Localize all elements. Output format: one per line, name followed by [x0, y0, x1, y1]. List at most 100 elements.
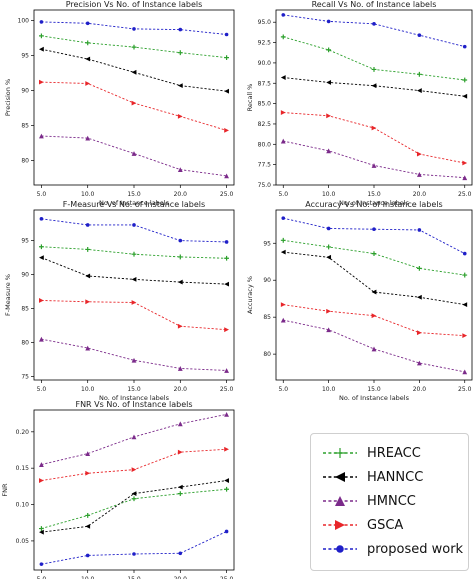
- data-point-gsca: [280, 110, 286, 115]
- series-line-gsca: [41, 81, 227, 131]
- data-point-gsca: [326, 308, 332, 314]
- legend-symbol-hreacc: [335, 448, 345, 458]
- x-tick-label: 10.0: [81, 386, 95, 393]
- data-point-hreacc: [131, 251, 137, 257]
- data-point-hreacc: [280, 237, 286, 243]
- data-point-hanncc: [371, 289, 377, 295]
- chart-title: FNR Vs No. of Instance labels: [75, 400, 192, 409]
- data-point-proposed-work: [39, 217, 44, 221]
- y-tick-label: 77.5: [258, 162, 272, 169]
- x-tick-label: 10.0: [322, 191, 336, 198]
- data-point-proposed-work: [326, 226, 331, 231]
- legend-marker-hreacc: [323, 448, 357, 458]
- series-line-hanncc: [41, 48, 227, 92]
- series-line-proposed-work: [41, 218, 227, 243]
- data-point-proposed-work: [281, 13, 286, 17]
- data-point-hanncc: [39, 529, 44, 535]
- legend-marker-hanncc: [323, 472, 357, 482]
- data-point-hmncc: [131, 434, 137, 440]
- data-point-hreacc: [39, 33, 44, 39]
- y-tick-label: 0.15: [16, 465, 30, 472]
- y-tick-label: 95.0: [258, 19, 272, 26]
- chart-title: Accuracy Vs No. of Instance labels: [305, 200, 442, 209]
- legend-entry-gsca: GSCA: [311, 514, 468, 536]
- data-point-hanncc: [177, 83, 183, 88]
- data-point-hmncc: [85, 451, 91, 457]
- x-tick-label: 15.0: [127, 576, 141, 579]
- x-axis-label: No. of Instance labels: [99, 394, 170, 402]
- data-point-hanncc: [131, 69, 137, 75]
- plot-frame: [33, 9, 235, 186]
- data-point-gsca: [326, 113, 332, 119]
- data-point-gsca: [280, 302, 286, 308]
- data-point-gsca: [462, 160, 468, 166]
- data-point-hreacc: [177, 491, 183, 497]
- data-point-gsca: [39, 478, 44, 483]
- y-tick-label: 80.0: [258, 141, 272, 148]
- series-line-proposed-work: [283, 217, 465, 255]
- chart-panel-fnr: FNR Vs No. of Instance labels 5.0 10.0 15.0…: [1, 400, 235, 579]
- data-point-hreacc: [177, 50, 183, 56]
- y-tick-label: 0.10: [16, 502, 30, 509]
- data-point-hreacc: [39, 244, 44, 250]
- data-point-hmncc: [224, 173, 229, 179]
- y-tick-label: 75: [21, 374, 29, 381]
- x-tick-label: 25.0: [458, 191, 472, 198]
- data-point-hreacc: [326, 47, 332, 53]
- x-tick-label: 15.0: [127, 191, 141, 198]
- data-point-gsca: [224, 327, 229, 333]
- series-line-hmncc: [41, 338, 227, 371]
- x-tick-label: 10.0: [81, 576, 95, 579]
- data-point-hanncc: [280, 249, 286, 255]
- data-point-proposed-work: [417, 33, 422, 38]
- data-point-hmncc: [326, 327, 332, 333]
- legend-marker-gsca: [323, 520, 357, 530]
- data-point-proposed-work: [85, 223, 90, 227]
- data-point-proposed-work: [372, 22, 376, 26]
- series-line-hanncc: [41, 480, 227, 533]
- chart-panel-precision-: Precision Vs No. of Instance labels 5.0 10…: [4, 0, 235, 207]
- data-point-hmncc: [177, 421, 183, 427]
- y-tick-label: 90: [21, 88, 29, 95]
- data-point-hanncc: [326, 80, 332, 85]
- data-point-hanncc: [462, 302, 468, 308]
- data-point-gsca: [462, 333, 468, 339]
- series-line-proposed-work: [41, 531, 227, 565]
- y-tick-label: 0.20: [16, 429, 30, 436]
- data-point-proposed-work: [372, 227, 376, 232]
- x-tick-label: 20.0: [413, 386, 427, 393]
- series-line-hreacc: [283, 239, 465, 276]
- data-point-hanncc: [326, 254, 332, 260]
- data-point-hanncc: [224, 478, 229, 483]
- data-point-hanncc: [224, 88, 229, 94]
- x-tick-label: 20.0: [174, 191, 188, 198]
- chart-legend: HREACC HANNCC HMNCC GSCA proposed work: [310, 433, 469, 571]
- data-point-hmncc: [39, 336, 44, 342]
- data-point-hanncc: [85, 273, 91, 279]
- y-tick-label: 95: [21, 53, 29, 60]
- data-point-hanncc: [371, 83, 377, 89]
- series-line-gsca: [41, 448, 227, 481]
- y-tick-label: 82.5: [258, 121, 272, 128]
- series-line-hreacc: [41, 488, 227, 529]
- legend-marker-proposed-work: [323, 545, 357, 553]
- data-point-hanncc: [280, 75, 286, 80]
- data-point-hmncc: [85, 135, 91, 141]
- data-point-gsca: [131, 467, 137, 473]
- y-axis-label: F-Measure %: [4, 274, 12, 316]
- y-tick-label: 85.0: [258, 101, 272, 108]
- y-tick-label: 80: [21, 340, 29, 347]
- data-point-hmncc: [177, 167, 183, 172]
- x-tick-label: 20.0: [413, 191, 427, 198]
- chart-panel-recall-: Recall Vs No. of Instance labels 5.0 10.0 1…: [246, 0, 473, 207]
- data-point-gsca: [85, 81, 91, 86]
- y-tick-label: 80: [263, 351, 271, 358]
- data-point-hreacc: [224, 55, 229, 60]
- series-line-gsca: [41, 299, 227, 331]
- series-line-hanncc: [283, 251, 465, 306]
- data-point-hreacc: [416, 265, 422, 271]
- series-line-gsca: [283, 112, 465, 164]
- data-point-hreacc: [85, 40, 91, 46]
- data-point-proposed-work: [178, 27, 183, 32]
- data-point-hreacc: [416, 71, 422, 77]
